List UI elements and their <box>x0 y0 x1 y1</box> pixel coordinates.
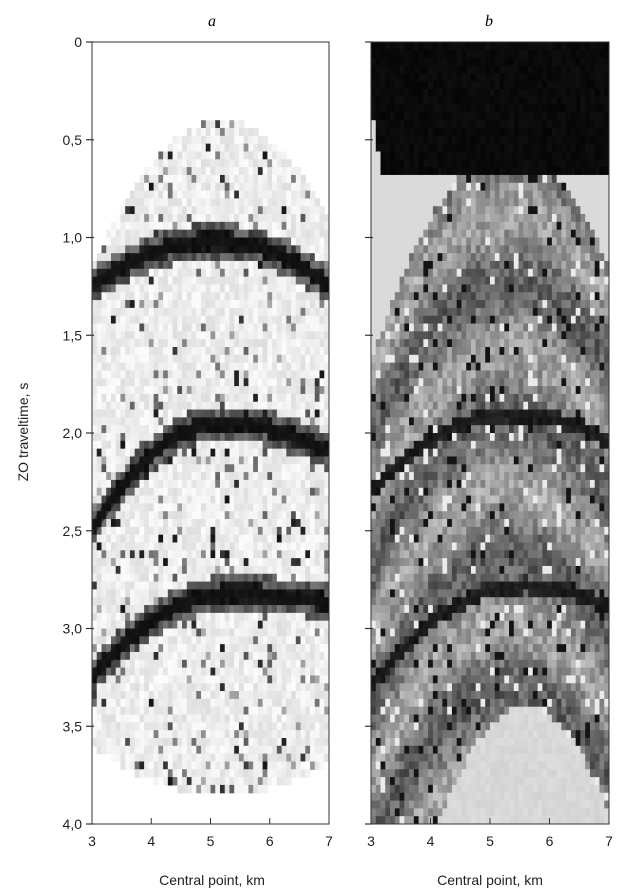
reflection-event-2 <box>92 418 329 534</box>
panel-b-x-axis-label: Central point, km <box>437 872 543 888</box>
panel-a-x-axis-label: Central point, km <box>159 872 265 888</box>
y-tick-label: 3,0 <box>63 621 83 637</box>
reflection-event-1 <box>92 236 329 291</box>
x-tick-label: 6 <box>266 833 274 849</box>
y-tick-label: 3,5 <box>63 718 83 734</box>
x-tick-label: 3 <box>88 833 96 849</box>
y-tick-label: 0 <box>74 34 82 50</box>
y-tick-label: 1,0 <box>63 230 83 246</box>
x-tick-label: 7 <box>605 833 613 849</box>
x-tick-label: 5 <box>207 833 215 849</box>
x-tick-label: 6 <box>546 833 554 849</box>
x-tick-label: 4 <box>147 833 155 849</box>
panel-b: b 3 4 5 6 7 Central point, km <box>365 13 613 888</box>
panel-a: a 3 4 5 6 7 0 0,5 1,0 1,5 2,0 2,5 3,0 3,5 4,0 ZO trav… <box>15 13 333 888</box>
y-tick-label: 2,0 <box>63 425 83 441</box>
y-tick-label: 1,5 <box>63 327 83 343</box>
x-tick-label: 3 <box>367 833 375 849</box>
y-tick-label: 0,5 <box>63 132 83 148</box>
x-tick-label: 4 <box>427 833 435 849</box>
panel-a-label: a <box>208 13 216 30</box>
y-tick-label: 4,0 <box>63 816 83 832</box>
panel-a-axes: 3 4 5 6 7 0 0,5 1,0 1,5 2,0 2,5 3,0 3,5 4,0 <box>63 34 334 849</box>
y-axis-label: ZO traveltime, s <box>15 383 31 482</box>
x-tick-label: 5 <box>486 833 494 849</box>
y-tick-label: 2,5 <box>63 523 83 539</box>
panel-a-plot-area <box>92 42 329 824</box>
panel-b-axes: 3 4 5 6 7 <box>365 41 613 849</box>
panel-b-label: b <box>485 13 493 30</box>
reflection-event-1 <box>371 411 609 493</box>
x-tick-label: 7 <box>325 833 333 849</box>
panel-b-plot-area <box>371 42 609 824</box>
reflection-event-2 <box>371 583 609 689</box>
reflection-event-3 <box>92 588 329 681</box>
